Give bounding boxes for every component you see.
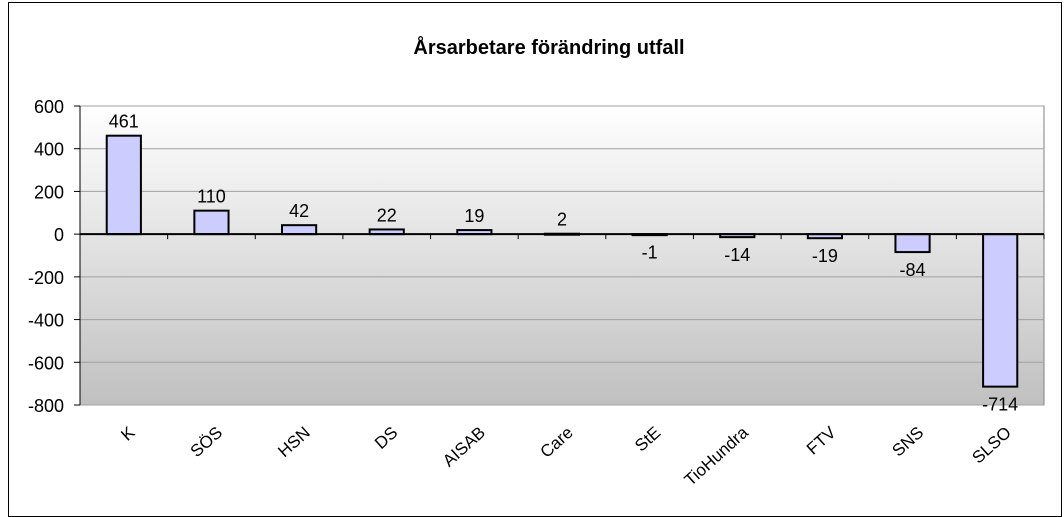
plot-background — [79, 105, 1045, 406]
data-label: 461 — [109, 112, 139, 132]
y-tick-label: -400 — [28, 311, 64, 331]
y-tick-label: -800 — [28, 396, 64, 416]
y-tick-label: 0 — [54, 225, 64, 245]
data-label: -714 — [982, 395, 1018, 415]
category-label: AISAB — [439, 423, 489, 471]
category-label: K — [117, 422, 139, 444]
data-label: 110 — [197, 187, 226, 207]
y-tick-label: -200 — [28, 268, 64, 288]
data-label: -19 — [812, 246, 838, 266]
category-label: SÖS — [187, 423, 226, 461]
data-label: 19 — [464, 206, 484, 226]
y-tick-label: -600 — [28, 353, 64, 373]
bar-SNS — [894, 233, 931, 254]
category-label: SLSO — [968, 423, 1014, 467]
y-tick-label: 600 — [34, 97, 64, 117]
data-label: -14 — [724, 245, 750, 265]
bar-SLSO — [982, 233, 1019, 388]
bar-HSN — [281, 224, 318, 236]
data-label: -84 — [900, 260, 926, 280]
category-label: Care — [537, 423, 577, 462]
category-label: DS — [371, 423, 401, 453]
data-label: 42 — [289, 201, 309, 221]
y-tick-label: 400 — [34, 140, 64, 160]
plot-area: 600 400 200 0 -200 -400 -600 -800 461 110 42 22 19 2 -… — [28, 97, 1045, 490]
data-label: 2 — [557, 210, 567, 230]
category-label: FTV — [803, 422, 840, 458]
chart-title: Årsarbetare förändring utfall — [413, 35, 684, 59]
category-label: SNS — [889, 423, 928, 461]
category-label: StE — [631, 423, 664, 455]
data-label: 22 — [377, 205, 397, 225]
data-label: -1 — [642, 242, 658, 262]
y-tick-label: 200 — [34, 182, 64, 202]
category-label: TioHundra — [681, 422, 753, 489]
category-label: HSN — [274, 423, 313, 461]
bar-SÖS — [193, 209, 230, 236]
bar-K — [105, 134, 142, 236]
